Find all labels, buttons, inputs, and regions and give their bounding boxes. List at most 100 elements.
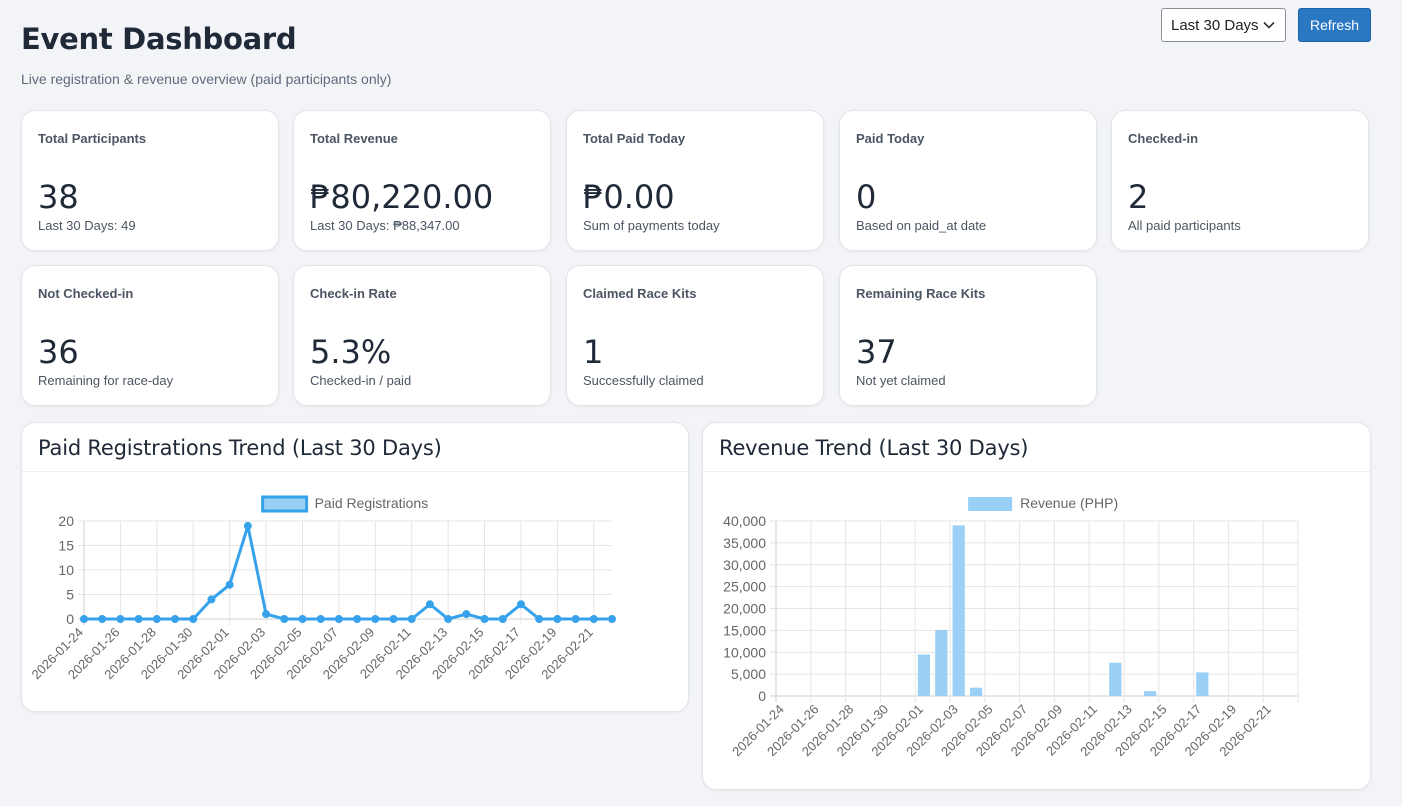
stat-card-remaining-race-kits: Remaining Race Kits 37 Not yet claimed: [839, 265, 1097, 406]
y-tick-label: 10,000: [723, 644, 766, 660]
y-tick-label: 40,000: [723, 513, 766, 529]
legend-label: Paid Registrations: [315, 495, 429, 511]
revenue-bar: [970, 687, 983, 696]
stat-value: 1: [583, 333, 604, 371]
legend-label: Revenue (PHP): [1020, 495, 1118, 511]
y-tick-label: 20: [58, 513, 74, 529]
legend-swatch: [968, 497, 1013, 511]
y-tick-label: 25,000: [723, 579, 766, 595]
stat-label: Total Revenue: [310, 131, 398, 146]
data-point: [444, 615, 453, 623]
data-point: [608, 615, 616, 623]
y-tick-label: 15,000: [723, 622, 766, 638]
panel-title: Paid Registrations Trend (Last 30 Days): [38, 436, 442, 460]
stat-value: 37: [856, 333, 897, 371]
y-tick-label: 0: [758, 688, 766, 704]
data-point: [480, 615, 489, 623]
stat-value: ₱80,220.00: [310, 178, 494, 216]
data-point: [571, 615, 580, 623]
stat-subtext: Sum of payments today: [583, 218, 720, 233]
y-tick-label: 30,000: [723, 557, 766, 573]
revenue-bar: [1109, 662, 1122, 696]
revenue-bar: [1144, 691, 1157, 696]
y-tick-label: 0: [66, 611, 74, 627]
data-point: [171, 615, 180, 623]
stat-card-total-paid-today: Total Paid Today ₱0.00 Sum of payments t…: [566, 110, 824, 251]
data-point: [589, 615, 598, 623]
panel-divider: [22, 471, 688, 472]
stat-value: 38: [38, 178, 79, 216]
data-point: [316, 615, 325, 623]
data-point: [280, 615, 289, 623]
stat-subtext: Last 30 Days: ₱88,347.00: [310, 218, 460, 233]
stat-card-checked-in: Checked-in 2 All paid participants: [1111, 110, 1369, 251]
data-point: [298, 615, 307, 623]
stat-subtext: Remaining for race-day: [38, 373, 174, 388]
panel-title: Revenue Trend (Last 30 Days): [719, 436, 1029, 460]
stat-label: Total Paid Today: [583, 131, 686, 146]
data-point: [353, 615, 362, 623]
page-title: Event Dashboard: [21, 22, 297, 56]
data-point: [134, 615, 143, 623]
legend-swatch: [261, 495, 309, 513]
stat-subtext: All paid participants: [1128, 218, 1241, 233]
stat-card-check-in-rate: Check-in Rate 5.3% Checked-in / paid: [293, 265, 551, 406]
revenue-bar: [952, 525, 965, 696]
stat-subtext: Checked-in / paid: [310, 373, 412, 388]
data-point: [207, 595, 216, 604]
panel-divider: [703, 471, 1370, 472]
stat-card-paid-today: Paid Today 0 Based on paid_at date: [839, 110, 1097, 251]
stat-subtext: Not yet claimed: [856, 373, 946, 388]
stat-subtext: Last 30 Days: 49: [38, 218, 136, 233]
y-tick-label: 5,000: [731, 666, 766, 682]
revenue-bar-chart: Revenue (PHP) 0 5,000 10,000 15,000 20,000 25,…: [723, 495, 1299, 759]
stat-value: 5.3%: [310, 333, 392, 371]
revenue-trend-panel: Revenue Trend (Last 30 Days) Revenue (PH…: [702, 422, 1371, 790]
stat-label: Check-in Rate: [310, 286, 397, 301]
data-point: [334, 615, 343, 623]
data-point: [243, 521, 252, 530]
data-point: [262, 610, 271, 619]
data-point: [535, 615, 544, 623]
data-point: [389, 615, 398, 623]
data-point: [371, 615, 380, 623]
data-point: [225, 580, 234, 589]
y-tick-label: 15: [58, 538, 74, 554]
chevron-down-icon: [1263, 21, 1275, 29]
data-point: [462, 610, 471, 619]
data-point: [425, 600, 434, 609]
data-point: [98, 615, 107, 623]
stat-value: 0: [856, 178, 877, 216]
stat-label: Claimed Race Kits: [583, 286, 697, 301]
stat-label: Not Checked-in: [38, 286, 134, 301]
revenue-bar: [917, 654, 930, 696]
stat-card-total-revenue: Total Revenue ₱80,220.00 Last 30 Days: ₱…: [293, 110, 551, 251]
data-point: [80, 615, 88, 623]
stat-label: Paid Today: [856, 131, 925, 146]
data-point: [152, 615, 161, 623]
y-tick-label: 35,000: [723, 535, 766, 551]
y-tick-label: 10: [58, 562, 74, 578]
date-range-select[interactable]: Last 30 Days: [1161, 8, 1286, 42]
stat-card-claimed-race-kits: Claimed Race Kits 1 Successfully claimed: [566, 265, 824, 406]
stat-value: 36: [38, 333, 79, 371]
stat-label: Remaining Race Kits: [856, 286, 986, 301]
data-point: [189, 615, 198, 623]
data-point: [116, 615, 125, 623]
stat-value: ₱0.00: [583, 178, 675, 216]
data-point: [407, 615, 416, 623]
registrations-line: [84, 524, 612, 621]
data-point: [516, 600, 525, 609]
y-tick-label: 20,000: [723, 601, 766, 617]
stat-subtext: Based on paid_at date: [856, 218, 987, 233]
stat-card-total-participants: Total Participants 38 Last 30 Days: 49: [21, 110, 279, 251]
date-range-value: Last 30 Days: [1171, 16, 1259, 34]
data-point: [553, 615, 562, 623]
stat-label: Total Participants: [38, 131, 147, 146]
revenue-bar: [935, 629, 948, 696]
data-point: [498, 615, 507, 623]
registrations-line-chart: Paid Registrations051015202026-01-242026…: [28, 495, 616, 682]
stat-label: Checked-in: [1128, 131, 1199, 146]
refresh-button[interactable]: Refresh: [1298, 8, 1371, 42]
stat-card-not-checked-in: Not Checked-in 36 Remaining for race-day: [21, 265, 279, 406]
